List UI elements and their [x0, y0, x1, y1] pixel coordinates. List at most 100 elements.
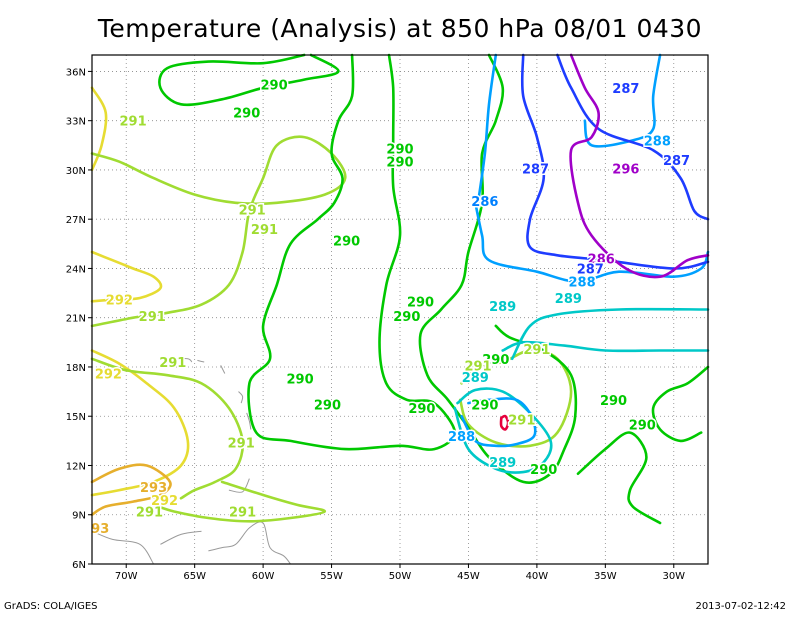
- contour-line-292: [90, 250, 163, 303]
- contour-label: 291: [228, 436, 255, 451]
- x-tick-label: 50W: [389, 571, 412, 582]
- contour-label: 288: [568, 276, 595, 291]
- contour-label: 291: [139, 310, 166, 325]
- y-tick-label: 24N: [66, 264, 86, 275]
- x-tick-label: 40W: [526, 571, 549, 582]
- contour-label: 290: [393, 310, 420, 325]
- contour-label: 287: [577, 262, 604, 277]
- y-tick-label: 30N: [66, 166, 86, 177]
- coastline: [238, 391, 244, 404]
- contour-line-290: [158, 53, 340, 107]
- contour-label: 291: [464, 359, 491, 374]
- contour-label: 292: [151, 494, 178, 509]
- contour-line-289: [453, 387, 553, 474]
- contour-line-289: [510, 307, 710, 361]
- contour-line-296: [499, 414, 510, 431]
- contour-line-290: [576, 431, 662, 525]
- contour-label: 287: [663, 154, 690, 169]
- contour-line-290: [418, 53, 578, 484]
- contour-label: 292: [95, 368, 122, 383]
- contour-line-287: [556, 53, 710, 221]
- contour-label: 286: [471, 195, 498, 210]
- contour-label: 291: [159, 356, 186, 371]
- contour-label: 291: [523, 343, 550, 358]
- contour-label: 93: [91, 522, 109, 537]
- contour-label: 290: [408, 402, 435, 417]
- coastline: [160, 530, 202, 545]
- coastline: [246, 412, 252, 430]
- contour-line-291: [90, 357, 245, 500]
- contour-label: 291: [229, 505, 256, 520]
- contour-label: 290: [287, 372, 314, 387]
- contour-label: 291: [508, 414, 535, 429]
- coastline: [91, 530, 155, 565]
- contour-label: 289: [489, 456, 516, 471]
- contour-line-291: [90, 135, 347, 328]
- contour-label: 287: [612, 82, 639, 97]
- contour-label: 290: [233, 106, 260, 121]
- contour-label: 292: [106, 294, 133, 309]
- chart-title: Temperature (Analysis) at 850 hPa 08/01 …: [97, 14, 703, 43]
- contour-label: 290: [386, 143, 413, 158]
- coastline: [208, 521, 291, 565]
- coastline: [228, 478, 250, 493]
- coastline: [244, 443, 249, 450]
- x-axis-ticks: 70W 65W 60W 55W 50W 45W 40W 35W 30W: [115, 564, 685, 582]
- y-tick-label: 6N: [72, 560, 86, 571]
- y-tick-label: 9N: [72, 511, 86, 522]
- contour-label: 287: [522, 162, 549, 177]
- contour-label: 290: [600, 394, 627, 409]
- coastline: [174, 358, 193, 363]
- contour-label: 290: [260, 79, 287, 94]
- y-tick-label: 33N: [66, 117, 86, 128]
- contour-label: 291: [119, 115, 146, 130]
- contour-line-291: [458, 349, 573, 448]
- x-tick-label: 35W: [594, 571, 617, 582]
- contour-label: 290: [530, 463, 557, 478]
- coastline: [197, 359, 205, 363]
- contour-line-290: [651, 365, 710, 443]
- contour-label: 289: [555, 292, 582, 307]
- contour-label: 290: [407, 295, 434, 310]
- x-tick-label: 55W: [320, 571, 343, 582]
- y-tick-label: 36N: [66, 67, 86, 78]
- contour-line-291: [152, 480, 327, 523]
- contour-line-290: [247, 53, 457, 451]
- y-tick-label: 27N: [66, 215, 86, 226]
- contour-label: 291: [251, 223, 278, 238]
- contour-label: 290: [314, 399, 341, 414]
- contour-label: 289: [489, 300, 516, 315]
- x-tick-label: 60W: [252, 571, 275, 582]
- contour-label: 288: [448, 430, 475, 445]
- y-tick-label: 18N: [66, 363, 86, 374]
- y-tick-label: 15N: [66, 412, 86, 423]
- contour-label: 290: [333, 235, 360, 250]
- contour-label: 290: [471, 399, 498, 414]
- x-tick-label: 70W: [115, 571, 138, 582]
- contour-label: 290: [482, 353, 509, 368]
- contour-line-292: [90, 349, 190, 497]
- contour-label: 291: [239, 203, 266, 218]
- contour-line-288: [474, 201, 710, 283]
- y-axis-ticks: 6N 9N 12N 15N 18N 21N 24N 27N 30N 33N 36N: [66, 67, 92, 571]
- footer-credit: GrADS: COLA/IGES: [4, 601, 98, 612]
- y-tick-label: 21N: [66, 314, 86, 325]
- contour-label: 293: [140, 481, 167, 496]
- contour-line-293: [90, 463, 172, 516]
- contour-line-287: [520, 53, 710, 270]
- contour-line-288: [476, 53, 498, 205]
- contour-line-292: [90, 86, 108, 172]
- contour-label: 290: [629, 418, 656, 433]
- contour-label: 288: [644, 134, 671, 149]
- contour-line-296: [569, 53, 710, 279]
- coastlines: [91, 358, 291, 565]
- y-tick-label: 12N: [66, 461, 86, 472]
- contour-label: 289: [462, 371, 489, 386]
- footer-timestamp: 2013-07-02-12:42: [695, 601, 786, 612]
- coastline: [220, 365, 226, 374]
- x-tick-label: 65W: [183, 571, 206, 582]
- contour-label: 290: [386, 156, 413, 171]
- contour-line-288: [460, 397, 537, 448]
